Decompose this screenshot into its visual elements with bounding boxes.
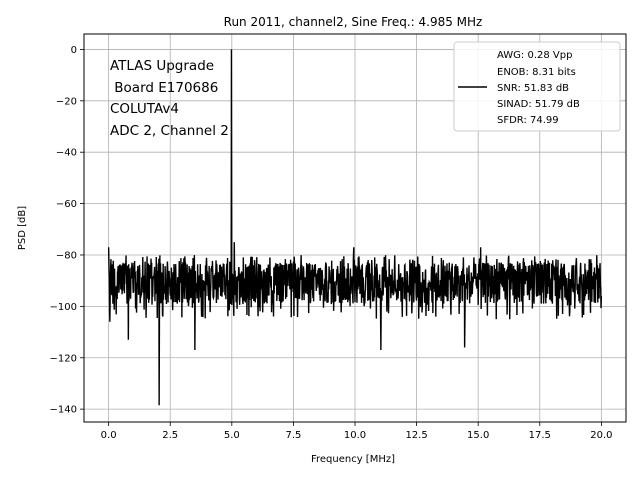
x-tick-label: 5.0 [224,430,240,441]
board-annotation: ATLAS Upgrade Board E170686 COLUTAv4 ADC… [110,58,229,139]
legend-sinad: SINAD: 51.79 dB [497,99,580,110]
y-tick-label: −40 [56,148,77,159]
x-tick-label: 17.5 [529,430,551,441]
x-tick-label: 0.0 [101,430,117,441]
x-axis-label: Frequency [MHz] [311,454,395,465]
y-tick-label: −140 [50,405,77,416]
y-tick-label: −60 [56,199,77,210]
legend-awg: AWG: 0.28 Vpp [497,50,572,61]
y-tick-label: −20 [56,96,77,107]
legend: AWG: 0.28 Vpp ENOB: 8.31 bits SNR: 51.83… [453,41,621,132]
legend-enob: ENOB: 8.31 bits [497,67,576,78]
y-tick-label: −100 [50,302,77,313]
x-tick-label: 2.5 [162,430,178,441]
legend-sfdr: SFDR: 74.99 [497,115,559,126]
y-tick-label: −120 [50,353,77,364]
y-tick-label: −80 [56,250,77,261]
y-axis-label: PSD [dB] [17,206,28,250]
x-tick-label: 20.0 [590,430,612,441]
annotation-line-4: ADC 2, Channel 2 [110,123,229,139]
y-tick-label: 0 [71,45,77,56]
psd-series [107,49,603,406]
x-tick-label: 12.5 [405,430,427,441]
x-axis-ticks: 0.0 2.5 5.0 7.5 10.0 12.5 15.0 17.5 20.0 [101,422,612,441]
psd-line [107,49,603,406]
annotation-line-2: Board E170686 [110,80,218,96]
chart-title: Run 2011, channel2, Sine Freq.: 4.985 MH… [224,15,483,29]
legend-box [453,41,621,132]
legend-snr: SNR: 51.83 dB [497,83,569,94]
x-tick-label: 15.0 [467,430,489,441]
annotation-line-1: ATLAS Upgrade [110,58,214,74]
x-tick-label: 10.0 [344,430,366,441]
x-tick-label: 7.5 [285,430,301,441]
grid-lines [84,34,626,422]
annotation-line-3: COLUTAv4 [110,101,179,117]
y-axis-ticks: 0 −20 −40 −60 −80 −100 −120 −140 [50,45,84,416]
